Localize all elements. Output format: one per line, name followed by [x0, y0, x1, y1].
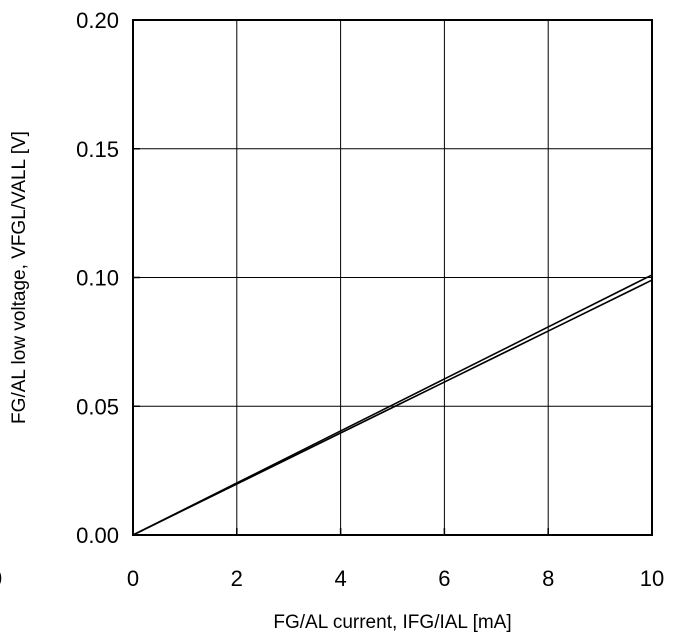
x-axis-label: FG/AL current, IFG/IAL [mA] [273, 612, 511, 633]
x-tick-label: 10 [640, 566, 664, 591]
x-tick-labels: 0 2 4 6 8 10 [127, 566, 664, 591]
y-axis-label: FG/AL low voltage, VFGL/VALL [V] [9, 131, 30, 424]
y-tick-labels: 0.00 0.05 0.10 0.15 0.20 [76, 8, 119, 548]
x-tick-label: 0 [127, 566, 139, 591]
series-group [132, 274, 653, 536]
left-edge-fragment: 0 [0, 566, 2, 591]
grid-lines [133, 20, 652, 535]
y-tick-label: 0.00 [76, 523, 119, 548]
y-tick-label: 0.20 [76, 8, 119, 33]
x-tick-label: 2 [231, 566, 243, 591]
series-line-2 [132, 279, 653, 536]
x-tick-label: 6 [438, 566, 450, 591]
y-tick-label: 0.10 [76, 266, 119, 291]
y-tick-label: 0.05 [76, 394, 119, 419]
y-tick-label: 0.15 [76, 137, 119, 162]
x-tick-label: 8 [542, 566, 554, 591]
tick-marks [132, 19, 653, 536]
x-tick-label: 4 [334, 566, 346, 591]
